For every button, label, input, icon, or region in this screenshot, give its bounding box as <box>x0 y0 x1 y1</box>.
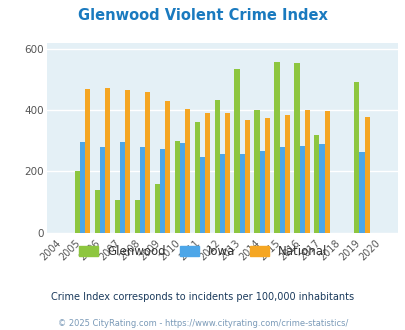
Text: Crime Index corresponds to incidents per 100,000 inhabitants: Crime Index corresponds to incidents per… <box>51 292 354 302</box>
Bar <box>224 113 230 233</box>
Bar <box>304 110 309 233</box>
Legend: Glenwood, Iowa, National: Glenwood, Iowa, National <box>74 241 331 263</box>
Bar <box>259 150 264 233</box>
Bar <box>145 92 150 233</box>
Bar <box>364 117 369 233</box>
Bar <box>214 100 219 233</box>
Bar <box>94 190 100 233</box>
Bar <box>160 149 164 233</box>
Bar <box>353 82 358 233</box>
Bar <box>125 90 130 233</box>
Bar <box>105 88 110 233</box>
Bar <box>75 172 80 233</box>
Bar <box>115 200 119 233</box>
Bar <box>80 142 85 233</box>
Bar <box>185 109 190 233</box>
Bar <box>239 154 244 233</box>
Bar <box>134 200 140 233</box>
Bar <box>219 154 224 233</box>
Bar <box>199 157 205 233</box>
Bar <box>234 69 239 233</box>
Bar <box>284 115 289 233</box>
Bar <box>254 110 259 233</box>
Bar <box>119 142 125 233</box>
Bar <box>274 62 279 233</box>
Text: © 2025 CityRating.com - https://www.cityrating.com/crime-statistics/: © 2025 CityRating.com - https://www.city… <box>58 319 347 328</box>
Bar <box>164 101 170 233</box>
Bar <box>324 111 329 233</box>
Bar <box>154 184 160 233</box>
Bar <box>279 147 284 233</box>
Bar <box>179 143 185 233</box>
Bar <box>85 89 90 233</box>
Bar <box>174 141 179 233</box>
Bar <box>294 63 299 233</box>
Bar <box>244 120 249 233</box>
Bar <box>205 113 210 233</box>
Bar <box>264 118 269 233</box>
Bar <box>319 144 324 233</box>
Bar <box>140 147 145 233</box>
Bar <box>313 135 319 233</box>
Bar <box>358 152 364 233</box>
Text: Glenwood Violent Crime Index: Glenwood Violent Crime Index <box>78 8 327 23</box>
Bar <box>299 146 304 233</box>
Bar <box>194 122 199 233</box>
Bar <box>100 147 105 233</box>
